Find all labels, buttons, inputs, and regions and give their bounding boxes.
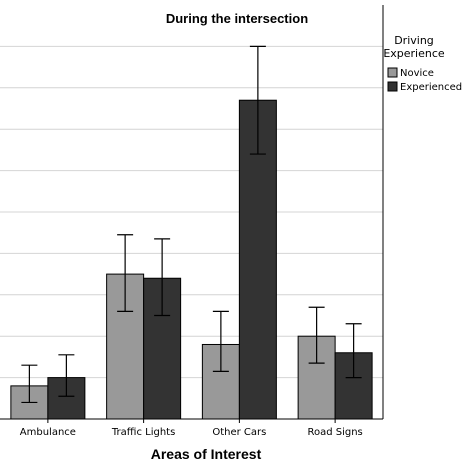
gridlines — [0, 45, 383, 379]
axes — [0, 5, 384, 423]
error-bars — [21, 45, 362, 404]
x-tick-label: Other Cars — [212, 427, 266, 438]
x-tick-labels: Ambulance Traffic Lights Other Cars Road Si… — [20, 427, 363, 438]
bars — [10, 99, 373, 420]
x-axis-label: Areas of Interest — [151, 446, 262, 462]
chart-title: During the intersection — [166, 11, 308, 26]
legend-label-novice: Novice — [400, 68, 434, 79]
legend-swatch-novice — [387, 67, 398, 78]
legend-title-line2: Experience — [383, 47, 445, 60]
x-tick-label: Traffic Lights — [111, 427, 175, 438]
x-tick-label: Road Signs — [307, 427, 362, 438]
legend-title-line1: Driving — [394, 34, 434, 47]
x-tick-label: Ambulance — [20, 427, 76, 438]
legend: Driving Experience Novice Experienced — [383, 34, 462, 93]
legend-swatch-experienced — [387, 81, 398, 92]
plot-area: Ambulance Traffic Lights Other Cars Road Si… — [0, 5, 384, 438]
legend-items: Novice Experienced — [387, 67, 462, 93]
legend-label-experienced: Experienced — [400, 82, 462, 93]
